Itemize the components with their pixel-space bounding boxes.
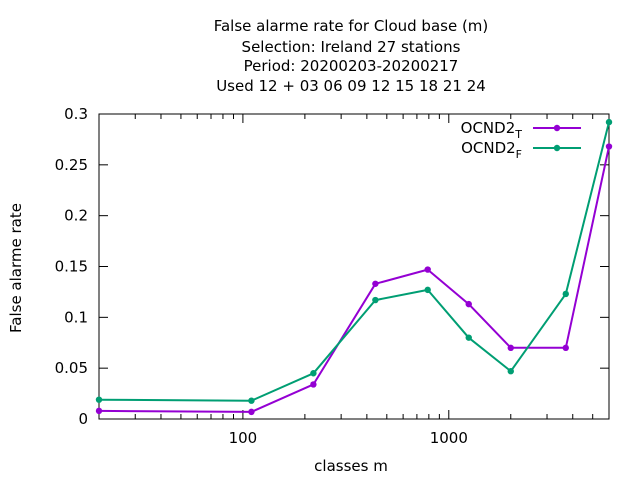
y-tick-label: 0.1 [64, 308, 88, 326]
series-F [95, 118, 613, 404]
legend-label: OCND2F [461, 139, 522, 161]
title-line-4: Used 12 + 03 06 09 12 15 18 21 24 [216, 77, 486, 95]
data-point [95, 396, 103, 403]
y-tick-label: 0.15 [55, 258, 88, 276]
axis-ticks: 0 0.05 0.1 0.15 0.2 0.25 0.3 100 1000 [55, 105, 609, 447]
chart-title: False alarme rate for Cloud base (m) Sel… [214, 17, 489, 95]
data-point [372, 296, 379, 304]
data-point [424, 286, 431, 294]
series-layer [95, 118, 613, 416]
plot-area [98, 113, 610, 420]
data-point [310, 381, 317, 388]
title-line-3: Period: 20200203-20200217 [244, 57, 459, 75]
legend-label: OCND2T [461, 119, 523, 141]
data-point [310, 370, 317, 377]
x-tick-label: 1000 [430, 429, 468, 447]
data-point [507, 344, 514, 352]
data-point [562, 290, 569, 298]
data-point [605, 143, 613, 150]
data-point [465, 300, 472, 308]
data-point [562, 344, 569, 352]
data-point [424, 266, 431, 273]
x-axis-label: classes m [314, 457, 388, 475]
series-line [98, 121, 610, 402]
title-line-2: Selection: Ireland 27 stations [242, 38, 461, 56]
data-point [465, 334, 472, 341]
x-tick-label: 100 [229, 429, 258, 447]
y-tick-label: 0.25 [55, 156, 88, 174]
y-tick-label: 0.3 [64, 105, 88, 123]
y-tick-label: 0 [78, 410, 88, 428]
data-point [372, 280, 379, 287]
data-point [248, 397, 255, 404]
data-point [507, 368, 514, 375]
data-point [95, 407, 103, 415]
series-line [98, 146, 610, 413]
plot-frame [98, 113, 610, 420]
y-axis-label: False alarme rate [7, 203, 25, 333]
title-line-1: False alarme rate for Cloud base (m) [214, 17, 489, 35]
y-tick-label: 0.05 [55, 359, 88, 377]
data-point [605, 118, 613, 126]
legend-marker [553, 144, 561, 152]
series-T [95, 143, 613, 416]
legend-marker [553, 124, 561, 132]
y-tick-label: 0.2 [64, 207, 88, 225]
data-point [248, 408, 255, 416]
